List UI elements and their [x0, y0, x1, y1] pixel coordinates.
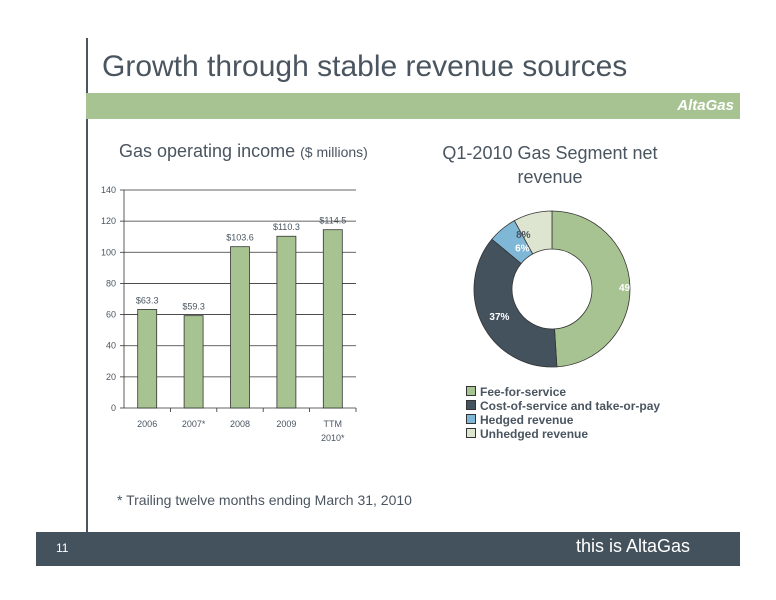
bar-chart-title-text: Gas operating income [119, 141, 296, 161]
slide-title: Growth through stable revenue sources [102, 50, 628, 83]
legend-label: Fee-for-service [480, 385, 567, 399]
bar-data-label: $114.5 [319, 216, 346, 226]
donut-slice [473, 238, 558, 368]
y-tick-label: 60 [106, 310, 116, 320]
bar-chart-title: Gas operating income ($ millions) [119, 141, 368, 162]
bar [322, 229, 343, 409]
legend-item: Hedged revenue [466, 413, 660, 427]
donut-slice-label: 37% [489, 312, 509, 323]
donut-legend: Fee-for-service Cost-of-service and take-… [466, 385, 660, 441]
x-tick-label: 2006 [137, 419, 157, 429]
bar-data-label: $103.6 [226, 233, 254, 243]
legend-swatch [466, 386, 476, 396]
title-band [86, 93, 740, 119]
bar-data-label: $59.3 [182, 302, 205, 312]
x-tick-label: TTM [324, 419, 343, 429]
legend-swatch [466, 414, 476, 424]
x-tick-label: 2007* [182, 419, 206, 429]
legend-item: Unhedged revenue [466, 427, 660, 441]
y-tick-label: 100 [101, 247, 116, 257]
vertical-rule [86, 38, 88, 532]
x-tick-label: 2009 [276, 419, 296, 429]
legend-item: Fee-for-service [466, 385, 660, 399]
footnote: * Trailing twelve months ending March 31… [117, 492, 412, 508]
bar [230, 246, 250, 409]
y-tick-label: 120 [101, 216, 116, 226]
legend-label: Cost-of-service and take-or-pay [480, 399, 661, 413]
legend-swatch [466, 400, 476, 410]
legend-swatch [466, 428, 476, 438]
y-tick-label: 40 [106, 341, 116, 351]
x-tick-label: 2010* [321, 433, 345, 443]
footer-bar: 11 this is AltaGas [36, 532, 740, 566]
legend-item: Cost-of-service and take-or-pay [466, 399, 660, 413]
y-tick-label: 80 [106, 278, 116, 288]
tagline: this is AltaGas [575, 536, 690, 556]
donut-slice [513, 210, 553, 255]
y-tick-label: 20 [106, 372, 116, 382]
donut-slice-label: 6% [515, 244, 530, 255]
donut-slice [551, 210, 631, 368]
y-tick-label: 140 [101, 185, 116, 195]
donut-chart-title: Q1-2010 Gas Segment net revenue [442, 143, 658, 187]
bar-chart-title-unit: ($ millions) [300, 144, 368, 160]
bar-data-label: $110.3 [273, 222, 300, 232]
donut-slice-label: 8% [516, 230, 531, 241]
x-tick-label: 2008 [230, 419, 250, 429]
donut-slice-label: 49% [619, 283, 639, 294]
bar [137, 309, 158, 409]
page-number: 11 [56, 541, 69, 555]
y-tick-label: 0 [111, 403, 116, 413]
bar [183, 315, 204, 409]
legend-label: Unhedged revenue [480, 427, 589, 441]
altagas-logo: AltaGas [677, 97, 734, 114]
bar-data-label: $63.3 [136, 295, 159, 305]
legend-label: Hedged revenue [480, 413, 574, 427]
bar [276, 235, 297, 409]
